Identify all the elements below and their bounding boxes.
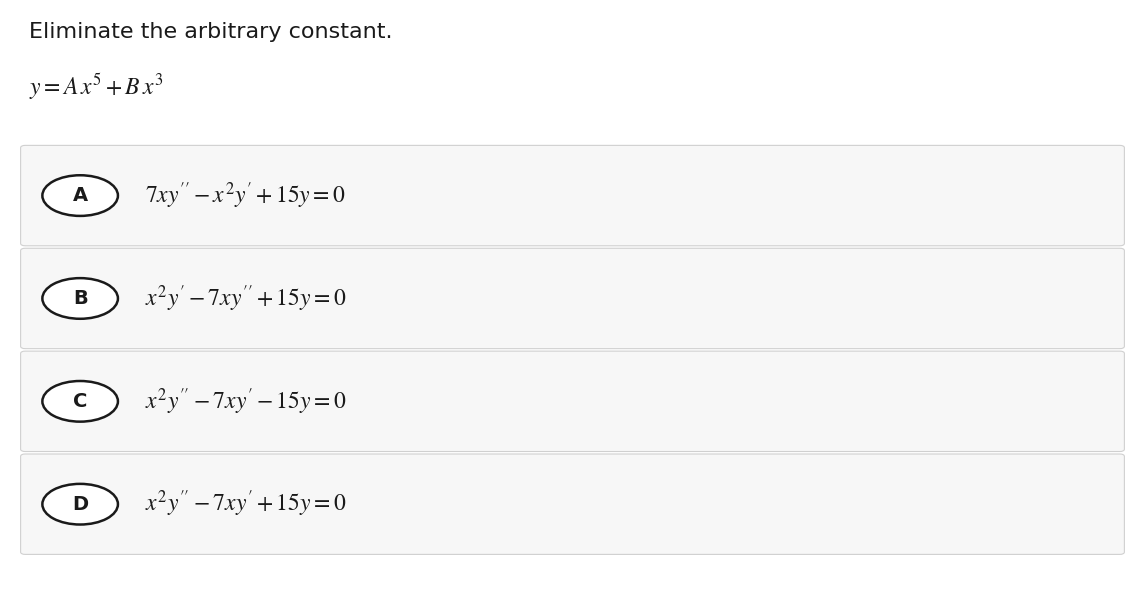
Text: A: A xyxy=(72,186,88,205)
Text: C: C xyxy=(73,392,87,411)
Text: $7xy^{\prime\prime} - x^2y^{\prime} + 15y = 0$: $7xy^{\prime\prime} - x^2y^{\prime} + 15… xyxy=(145,180,346,211)
Circle shape xyxy=(42,175,118,216)
Text: D: D xyxy=(72,495,88,514)
Text: $y = A\,x^5 + B\,x^3$: $y = A\,x^5 + B\,x^3$ xyxy=(29,71,163,102)
Circle shape xyxy=(42,381,118,421)
Text: $x^2y^{\prime} - 7xy^{\prime\prime} + 15y = 0$: $x^2y^{\prime} - 7xy^{\prime\prime} + 15… xyxy=(145,283,347,314)
Text: $x^2y^{\prime\prime} - 7xy^{\prime} - 15y = 0$: $x^2y^{\prime\prime} - 7xy^{\prime} - 15… xyxy=(145,386,347,416)
Circle shape xyxy=(42,278,118,318)
FancyBboxPatch shape xyxy=(21,454,1124,554)
Text: $x^2y^{\prime\prime} - 7xy^{\prime} + 15y = 0$: $x^2y^{\prime\prime} - 7xy^{\prime} + 15… xyxy=(145,489,347,519)
Text: B: B xyxy=(73,289,87,308)
FancyBboxPatch shape xyxy=(21,248,1124,349)
FancyBboxPatch shape xyxy=(21,145,1124,246)
Text: Eliminate the arbitrary constant.: Eliminate the arbitrary constant. xyxy=(29,22,392,41)
FancyBboxPatch shape xyxy=(21,351,1124,452)
Circle shape xyxy=(42,484,118,524)
